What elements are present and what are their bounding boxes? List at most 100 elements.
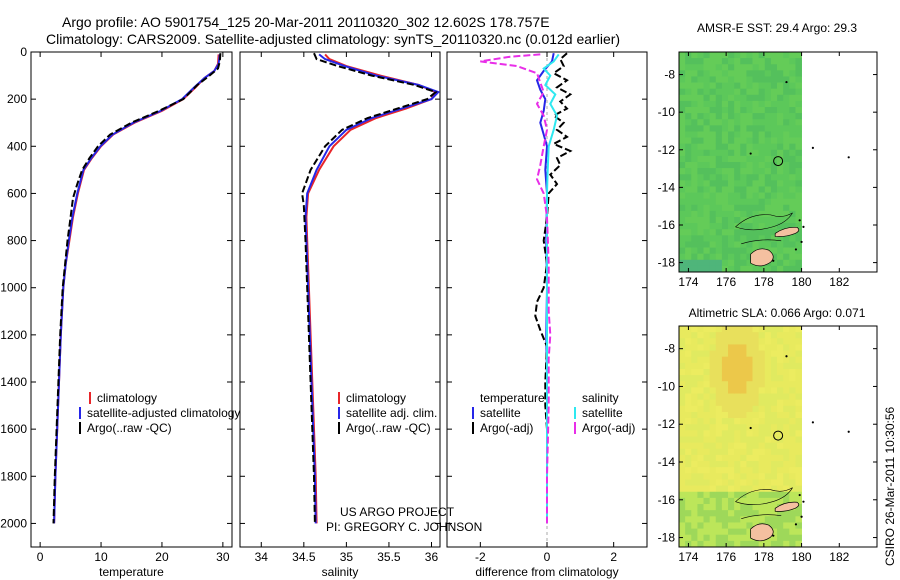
sla_map-cell <box>728 430 735 437</box>
sla_map-cell <box>715 350 723 358</box>
sst_map-cell <box>679 210 686 218</box>
sla_map-cell <box>697 430 704 437</box>
sla_map-cell <box>728 473 735 480</box>
sst_map-cell <box>764 204 772 212</box>
sla_map-xtick-label: 182 <box>829 550 849 564</box>
sla_map-cell <box>728 356 735 364</box>
sla_map-cell <box>770 332 778 339</box>
sla_map-cell <box>703 540 711 548</box>
sla_map-cell <box>721 485 729 493</box>
sst_map-cell <box>734 76 741 83</box>
sst_map-cell <box>758 162 766 169</box>
sst_map-cell <box>777 143 784 151</box>
sla_map-cell <box>764 479 772 487</box>
sst_map-cell <box>764 149 772 157</box>
sla_map-cell <box>691 516 698 523</box>
sla_map-cell <box>777 473 784 480</box>
sla_map-cell <box>728 461 735 468</box>
sla_map-cell <box>709 436 717 444</box>
sst_map-cell <box>715 143 723 151</box>
sst_map-cell <box>734 119 741 126</box>
sst_map-cell <box>691 223 698 230</box>
sla_map-cell <box>777 467 784 474</box>
sla_map-cell <box>715 528 723 536</box>
sst_map-cell <box>703 162 711 169</box>
sst_map-cell <box>770 137 778 145</box>
sla_map-cell <box>770 461 778 468</box>
legend-label-argo: Argo(..raw -QC) <box>346 421 431 435</box>
sla_map-cell <box>777 350 784 358</box>
sla_map-axes-frame <box>678 325 878 548</box>
sla_map-cell <box>691 491 698 499</box>
sla_map-cell <box>789 528 796 536</box>
sla_map-cell <box>709 467 717 474</box>
sla_map-cell <box>728 528 735 536</box>
sla_map-cell <box>685 362 692 370</box>
sla_map-cell <box>709 362 717 370</box>
sla_map-cell <box>697 491 704 499</box>
sla_map-cell <box>728 504 735 511</box>
sst_map-cell <box>783 149 790 157</box>
sla-map-panel: Altimetric SLA: 0.066 Argo: 0.071 174 176… <box>658 306 878 564</box>
sst_map-islet <box>794 248 798 251</box>
sst_map-cell <box>764 168 772 175</box>
sst_map-cell <box>758 70 766 77</box>
sla_map-cell <box>752 504 760 511</box>
sst_map-cell <box>728 100 735 108</box>
sst_map-cell <box>770 186 778 193</box>
sst_map-cell <box>752 113 760 120</box>
sla_map-cell <box>697 467 704 474</box>
sla_map-cell <box>703 491 711 499</box>
sst_map-cell <box>770 52 778 59</box>
sst_map-cell <box>758 64 766 71</box>
sst_map-cell <box>679 149 686 157</box>
sla_map-cell <box>709 344 717 351</box>
sst_map-cell <box>721 223 729 230</box>
sla_map-cell <box>734 350 741 358</box>
sla_map-cell <box>783 485 790 493</box>
sla_map-cell <box>679 387 686 394</box>
sla_map-cell <box>734 326 741 333</box>
sla_map-cell <box>746 461 753 468</box>
sst_map-cell <box>691 235 698 242</box>
sla_map-cell <box>697 375 704 382</box>
sst_map-cell <box>770 70 778 77</box>
sst_map-cell <box>691 52 698 59</box>
sla_map-cell <box>746 381 753 388</box>
sst_map-cell <box>746 259 753 267</box>
sla_map-cell <box>734 510 741 517</box>
sla_map-islet <box>811 421 814 424</box>
sst_map-cell <box>795 100 802 108</box>
sst_map-cell <box>715 137 723 145</box>
difference-series-salinity-argo-adj <box>480 53 552 524</box>
sst_map-cell <box>679 113 686 120</box>
sla_map-cell <box>715 491 723 499</box>
sst_map-cell <box>691 192 698 200</box>
sla_map-cell <box>691 467 698 474</box>
sla_map-cell <box>783 448 790 456</box>
sla_map-cell <box>715 442 723 450</box>
sla_map-cell <box>770 326 778 333</box>
sla_map-cell <box>758 442 766 450</box>
sla_map-cell <box>770 381 778 388</box>
sla-map-title: Altimetric SLA: 0.066 Argo: 0.071 <box>689 306 866 320</box>
sst_map-cell <box>746 229 753 236</box>
sst_map-cell <box>789 149 796 157</box>
sst_map-cell <box>709 155 717 163</box>
sla_map-cell <box>752 430 760 437</box>
sla_map-cell <box>697 405 704 413</box>
sla_map-cell <box>679 504 686 511</box>
sla_map-cell <box>734 461 741 468</box>
sst_map-cell <box>795 52 802 59</box>
sla_map-cell <box>721 362 729 370</box>
sst_map-cell <box>752 168 760 175</box>
sst_map-cell <box>746 113 753 120</box>
sla_map-cell <box>715 522 723 529</box>
sst_map-cell <box>728 88 735 96</box>
sla_map-cell <box>758 461 766 468</box>
sla_map-cell <box>746 332 753 339</box>
sla_map-cell <box>789 510 796 517</box>
sla_map-cell <box>752 399 760 407</box>
sst_map-cell <box>721 247 729 255</box>
sst_map-cell <box>715 70 723 77</box>
